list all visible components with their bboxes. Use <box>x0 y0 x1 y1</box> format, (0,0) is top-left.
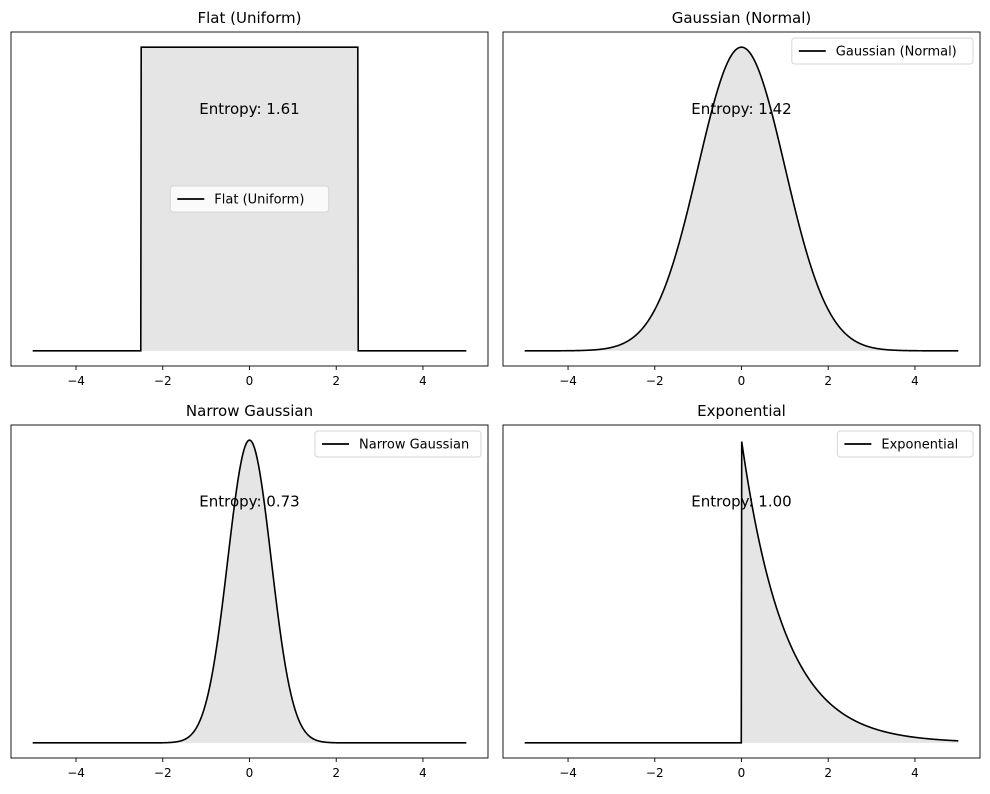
x-tick-label: 0 <box>246 374 254 388</box>
legend-box <box>169 185 330 213</box>
legend: Gaussian (Normal) <box>791 37 974 65</box>
x-tick-label: −4 <box>559 766 577 780</box>
series-line <box>524 46 959 352</box>
x-tick-label: −2 <box>646 766 664 780</box>
legend-label: Exponential <box>881 438 958 453</box>
subplot-title: Flat (Uniform) <box>198 9 302 27</box>
x-tick-label: −4 <box>559 374 577 388</box>
x-tick-label: −4 <box>67 374 85 388</box>
legend-box <box>791 37 974 65</box>
legend-label: Gaussian (Normal) <box>836 45 957 60</box>
entropy-annotation: Entropy: 0.73 <box>199 493 299 511</box>
series-line <box>524 441 959 744</box>
legend: Flat (Uniform) <box>169 185 330 213</box>
x-tick-label: −2 <box>154 374 172 388</box>
subplot-1: Flat (Uniform) −4 −2 0 2 4 Entropy: 1.61 Flat (… <box>10 9 489 388</box>
legend-box <box>836 430 974 458</box>
x-tick-label: −4 <box>67 766 85 780</box>
x-tick-label: −2 <box>154 766 172 780</box>
subplot-title: Gaussian (Normal) <box>672 9 812 27</box>
legend-label: Flat (Uniform) <box>214 193 304 208</box>
legend-label: Narrow Gaussian <box>359 438 469 453</box>
entropy-annotation: Entropy: 1.00 <box>691 493 791 511</box>
subplot-4: Exponential −4 −2 0 2 4 Entropy: 1.00 Exponenti… <box>502 402 981 780</box>
entropy-annotation: Entropy: 1.61 <box>199 100 299 118</box>
area-fill <box>524 47 959 351</box>
x-tick-label: 4 <box>419 766 427 780</box>
area-fill <box>32 440 467 743</box>
subplot-title: Narrow Gaussian <box>186 402 313 420</box>
x-tick-label: 4 <box>419 374 427 388</box>
legend: Narrow Gaussian <box>314 430 482 458</box>
subplot-title: Exponential <box>697 402 786 420</box>
x-tick-label: 0 <box>246 766 254 780</box>
x-tick-label: 2 <box>824 766 832 780</box>
legend: Exponential <box>836 430 974 458</box>
series-line <box>32 439 467 744</box>
subplot-3: Narrow Gaussian −4 −2 0 2 4 Entropy: 0.73 Narro… <box>10 402 489 780</box>
x-tick-label: 2 <box>332 766 340 780</box>
subplot-2: Gaussian (Normal) −4 −2 0 2 4 Entropy: 1.42 Gau… <box>502 9 981 388</box>
x-tick-label: 0 <box>738 374 746 388</box>
x-tick-label: 0 <box>738 766 746 780</box>
x-tick-label: 2 <box>332 374 340 388</box>
legend-box <box>314 430 482 458</box>
x-tick-label: 4 <box>911 374 919 388</box>
x-tick-label: 2 <box>824 374 832 388</box>
x-tick-label: 4 <box>911 766 919 780</box>
x-tick-label: −2 <box>646 374 664 388</box>
series-line <box>32 46 467 352</box>
entropy-annotation: Entropy: 1.42 <box>691 100 791 118</box>
